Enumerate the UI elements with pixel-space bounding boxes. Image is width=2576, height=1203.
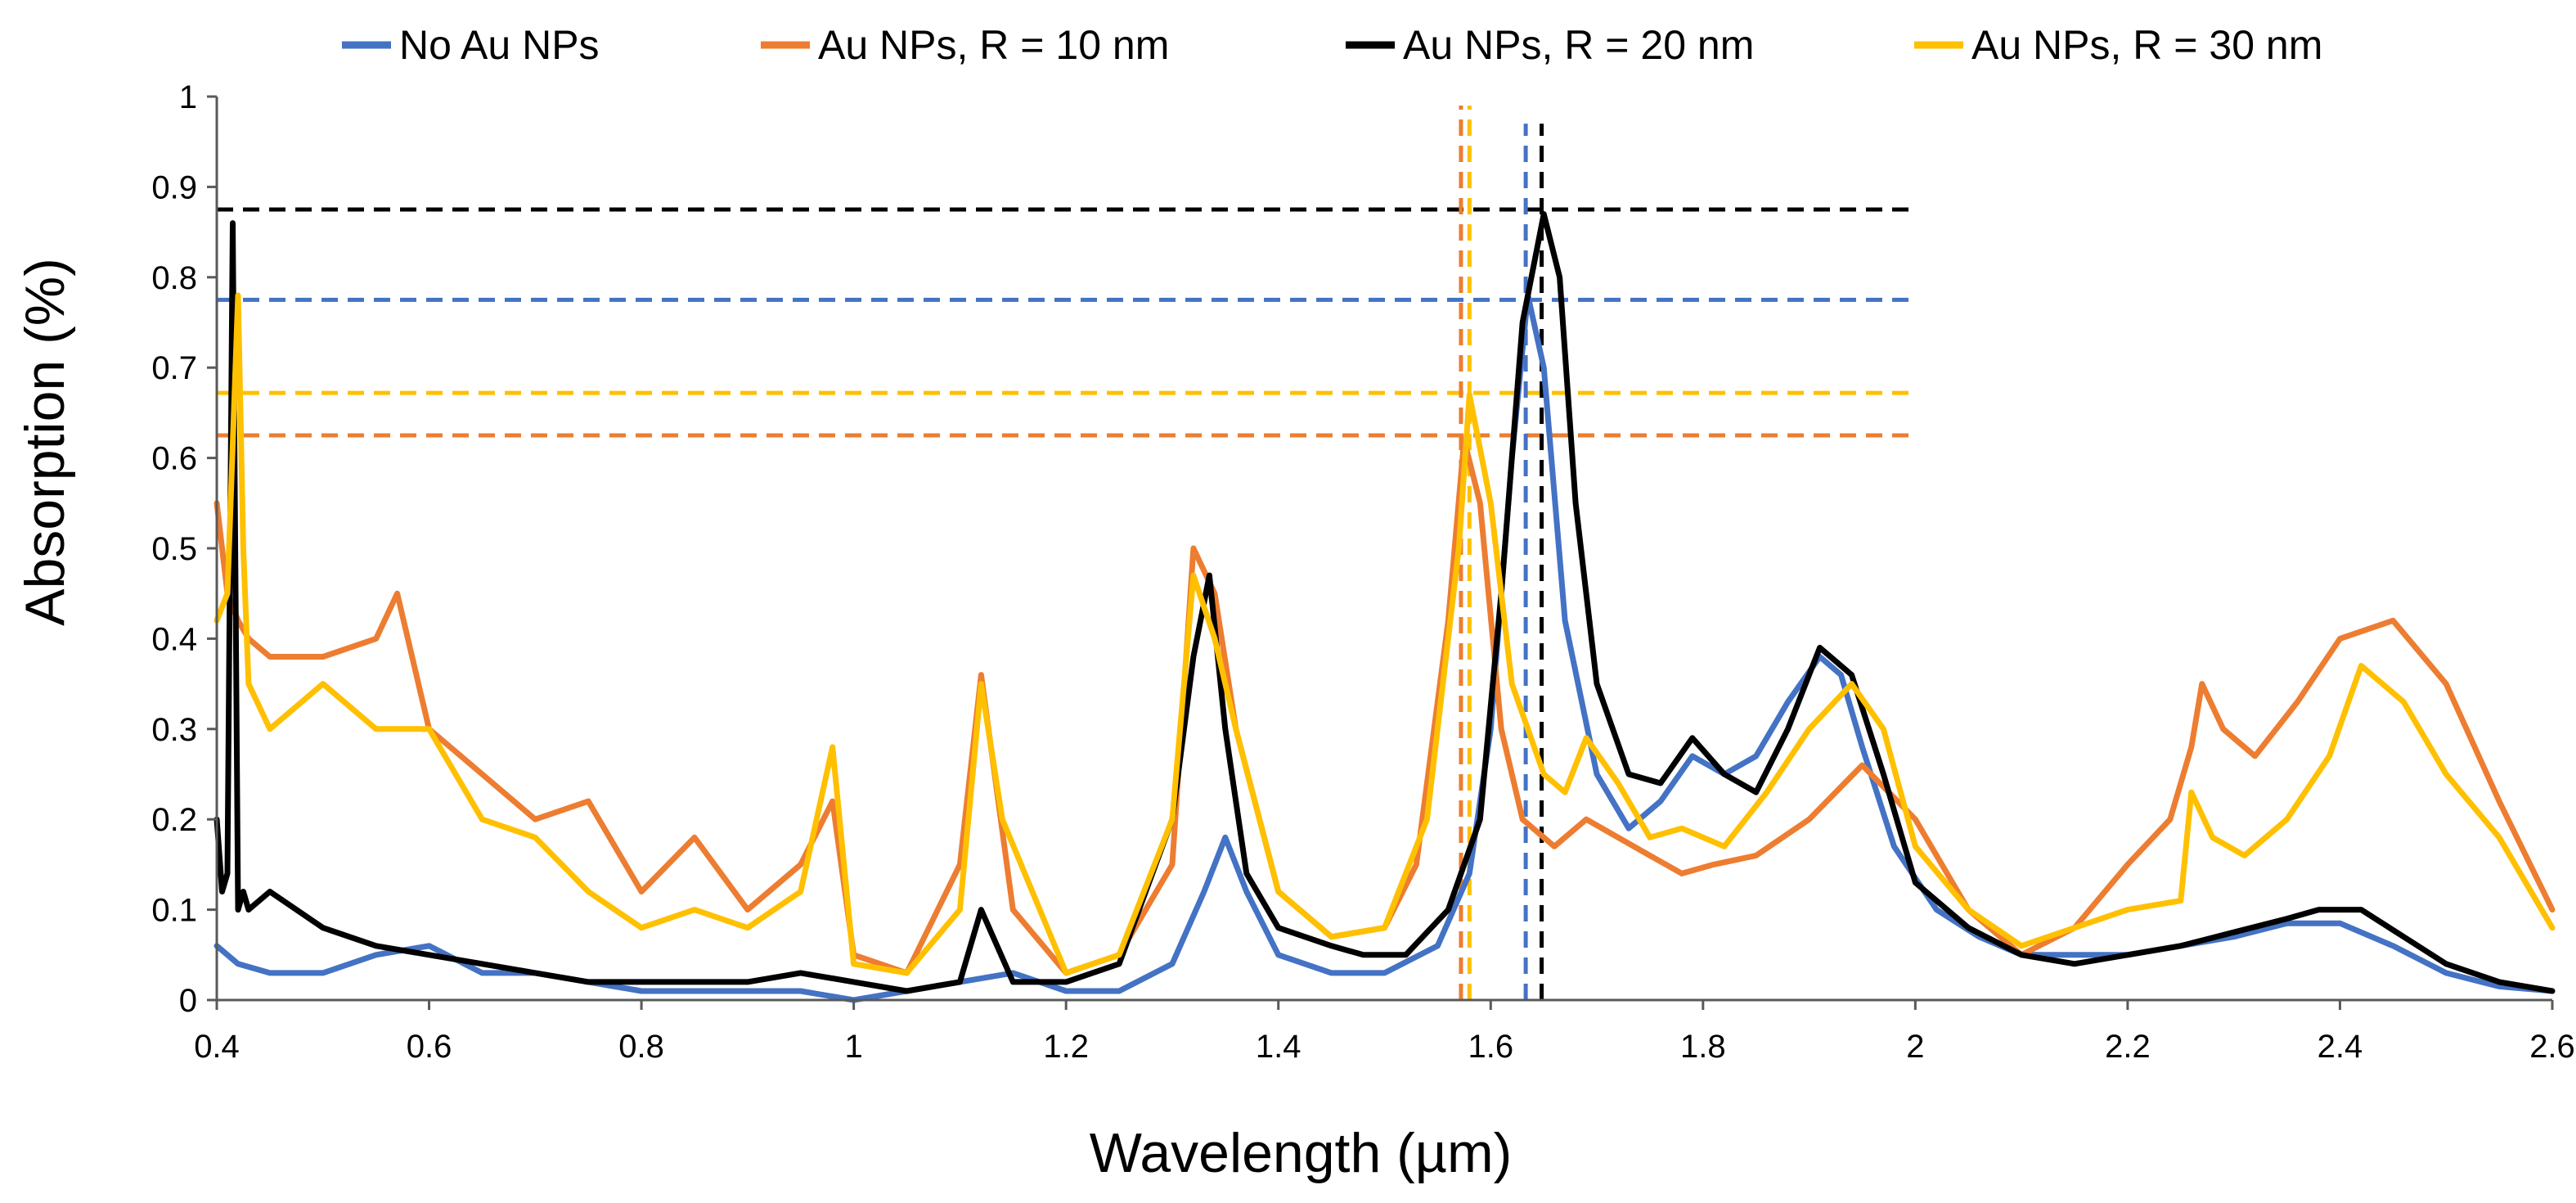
legend-label-4: Au NPs, R = 30 nm [1971,22,2322,68]
x-tick-label: 2.2 [2105,1029,2151,1065]
y-tick-label: 0.8 [151,260,197,296]
series-line-2 [214,437,2556,976]
x-axis-title: Wavelength (µm) [1090,1122,1513,1184]
x-tick-label: 2.6 [2529,1029,2575,1065]
legend-label-2: Au NPs, R = 10 nm [818,22,1169,68]
x-tick-label: 2 [1906,1029,1924,1065]
x-tick-label: 1.4 [1256,1029,1301,1065]
y-tick-label: 0 [179,983,197,1019]
x-tick-label: 1 [845,1029,863,1065]
chart-axes: 0 0.1 0.2 0.3 0.4 0.5 0.6 0.7 0.8 0.9 1 0.4 0.6 0.8 1 1… [151,79,2574,1065]
data-series [214,211,2556,1003]
y-tick-label: 0.1 [151,893,197,929]
x-tick-label: 1.2 [1043,1029,1089,1065]
y-tick-label: 0.5 [151,531,197,567]
x-tick-label: 2.4 [2318,1029,2363,1065]
series-line-4 [214,292,2556,976]
x-tick-label: 1.8 [1680,1029,1726,1065]
y-tick-label: 1 [179,79,197,115]
x-tick-label: 0.4 [194,1029,240,1065]
legend-label-1: No Au NPs [399,22,600,68]
x-tick-label: 0.6 [407,1029,452,1065]
y-tick-label: 0.6 [151,441,197,477]
legend-label-3: Au NPs, R = 20 nm [1403,22,1754,68]
x-tick-label: 1.6 [1468,1029,1513,1065]
y-tick-label: 0.7 [151,350,197,386]
series-line-1 [214,292,2556,1003]
y-tick-label: 0.4 [151,621,197,657]
chart-legend: No Au NPs Au NPs, R = 10 nm Au NPs, R = 20… [342,22,2322,68]
y-tick-label: 0.9 [151,169,197,205]
series-line-3 [214,211,2556,994]
reference-lines [217,106,1916,1000]
x-tick-label: 0.8 [618,1029,664,1065]
y-tick-label: 0.3 [151,712,197,748]
y-tick-label: 0.2 [151,802,197,838]
y-axis-title: Absorption (%) [14,258,76,626]
